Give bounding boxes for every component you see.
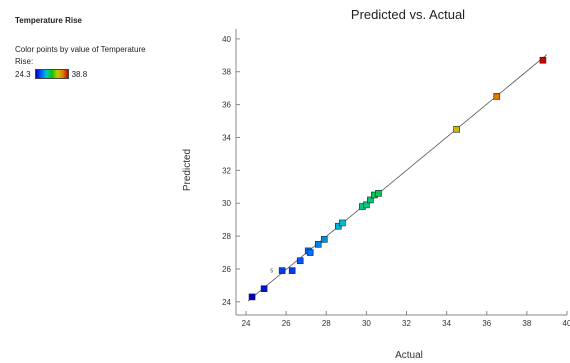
data-point [453, 125, 460, 133]
x-tick-label: 40 [563, 319, 570, 328]
axes: 24 26 28 30 32 34 36 38 40 24 26 28 30 32 34 36 38 40 [222, 29, 570, 328]
x-tick-label: 38 [522, 319, 531, 328]
data-point [248, 293, 256, 301]
legend-heading: Temperature Rise [15, 16, 82, 25]
data-point [375, 190, 382, 197]
chart-title: Predicted vs. Actual [351, 7, 465, 22]
data-point [314, 241, 322, 248]
data-point [260, 285, 268, 293]
y-tick-label: 34 [222, 133, 231, 142]
legend-panel: Temperature Rise Color points by value o… [15, 16, 165, 79]
x-tick-label: 24 [242, 319, 251, 328]
data-point [367, 196, 374, 204]
data-point [288, 267, 296, 274]
x-tick-label: 28 [322, 319, 331, 328]
reference-line-group [247, 54, 548, 302]
data-point [539, 56, 547, 64]
data-point [278, 267, 286, 274]
color-scale-max: 38.8 [71, 69, 88, 79]
x-tick-label: 32 [402, 319, 411, 328]
data-point [363, 201, 370, 209]
legend-description: Color points by value of Temperature Ris… [15, 45, 146, 66]
data-point [320, 236, 328, 243]
color-scale-min: 24.3 [15, 69, 31, 79]
data-point [306, 249, 314, 256]
x-tick-label: 30 [362, 319, 371, 328]
point-annotation: 5 [270, 269, 273, 275]
y-tick-label: 30 [222, 199, 231, 208]
x-axis-label: Actual [395, 350, 423, 361]
data-points [248, 56, 547, 301]
reference-line [247, 54, 548, 302]
y-tick-label: 40 [222, 35, 231, 44]
y-tick-label: 36 [222, 101, 231, 110]
y-tick-label: 24 [222, 298, 231, 307]
data-point [296, 257, 304, 265]
y-tick-label: 32 [222, 166, 231, 175]
y-tick-label: 26 [222, 265, 231, 274]
y-tick-label: 28 [222, 232, 231, 241]
color-gradient-bar [34, 69, 69, 79]
annotations: 5 [270, 269, 273, 275]
data-point [339, 219, 346, 227]
y-axis-label: Predicted [182, 149, 193, 191]
x-tick-label: 36 [482, 319, 491, 328]
data-point [493, 93, 501, 100]
x-tick-label: 26 [282, 319, 291, 328]
color-scale: 24.3 38.8 [15, 69, 165, 79]
x-tick-label: 34 [442, 319, 451, 328]
y-tick-label: 38 [222, 68, 231, 77]
